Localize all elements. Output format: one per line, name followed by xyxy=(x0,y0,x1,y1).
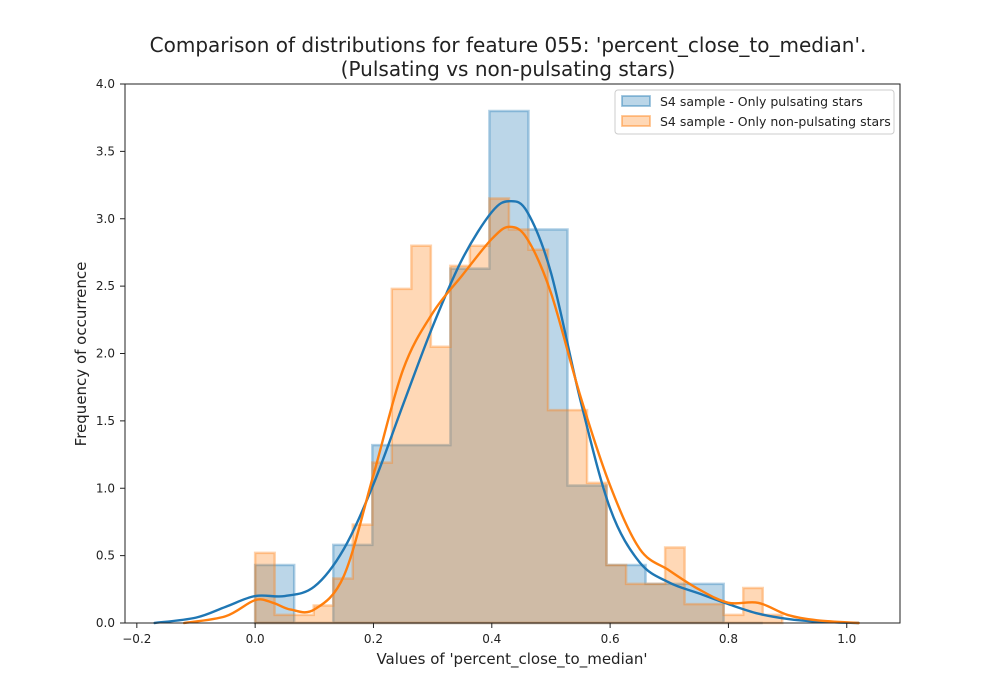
y-tick-label: 0.5 xyxy=(96,549,115,563)
histogram-pulsating xyxy=(253,109,763,625)
histogram-area-non-pulsating xyxy=(253,197,784,625)
y-tick-label: 3.5 xyxy=(96,144,115,158)
kde-line-non-pulsating xyxy=(182,225,860,625)
x-ticks: −0.2 0.0 0.2 0.4 0.6 0.8 1.0 xyxy=(122,623,856,646)
y-tick-label: 2.5 xyxy=(96,279,115,293)
legend-swatch-pulsating xyxy=(621,95,651,107)
x-tick-label: 0.6 xyxy=(601,632,620,646)
y-tick-label: 2.0 xyxy=(96,347,115,361)
legend-label-non-pulsating: S4 sample - Only non-pulsating stars xyxy=(660,114,891,129)
x-tick-label: 0.4 xyxy=(482,632,501,646)
x-tick-label: 0.2 xyxy=(364,632,383,646)
x-tick-label: 0.8 xyxy=(719,632,738,646)
histogram-non-pulsating xyxy=(253,197,784,625)
y-tick-label: 1.5 xyxy=(96,414,115,428)
x-axis-label: Values of 'percent_close_to_median' xyxy=(376,650,647,669)
y-tick-label: 4.0 xyxy=(96,77,115,91)
y-tick-label: 0.0 xyxy=(96,616,115,630)
legend-label-pulsating: S4 sample - Only pulsating stars xyxy=(660,94,863,109)
chart-title-line-2: (Pulsating vs non-pulsating stars) xyxy=(341,57,676,81)
legend: S4 sample - Only pulsating stars S4 samp… xyxy=(614,89,895,135)
y-tick-label: 3.0 xyxy=(96,212,115,226)
kde-layer xyxy=(153,200,860,625)
y-axis-label: Frequency of occurrence xyxy=(72,262,90,447)
x-tick-label: 0.0 xyxy=(246,632,265,646)
x-tick-label: 1.0 xyxy=(837,632,856,646)
histogram-layer xyxy=(253,109,784,625)
y-ticks: 0.0 0.5 1.0 1.5 2.0 2.5 3.0 3.5 4.0 xyxy=(96,77,125,630)
x-tick-label: −0.2 xyxy=(122,632,151,646)
histogram-area-pulsating xyxy=(253,109,763,625)
legend-box xyxy=(614,89,895,135)
chart-title-line-1: Comparison of distributions for feature … xyxy=(150,33,867,57)
legend-swatch-non-pulsating xyxy=(621,115,651,127)
y-tick-label: 1.0 xyxy=(96,481,115,495)
